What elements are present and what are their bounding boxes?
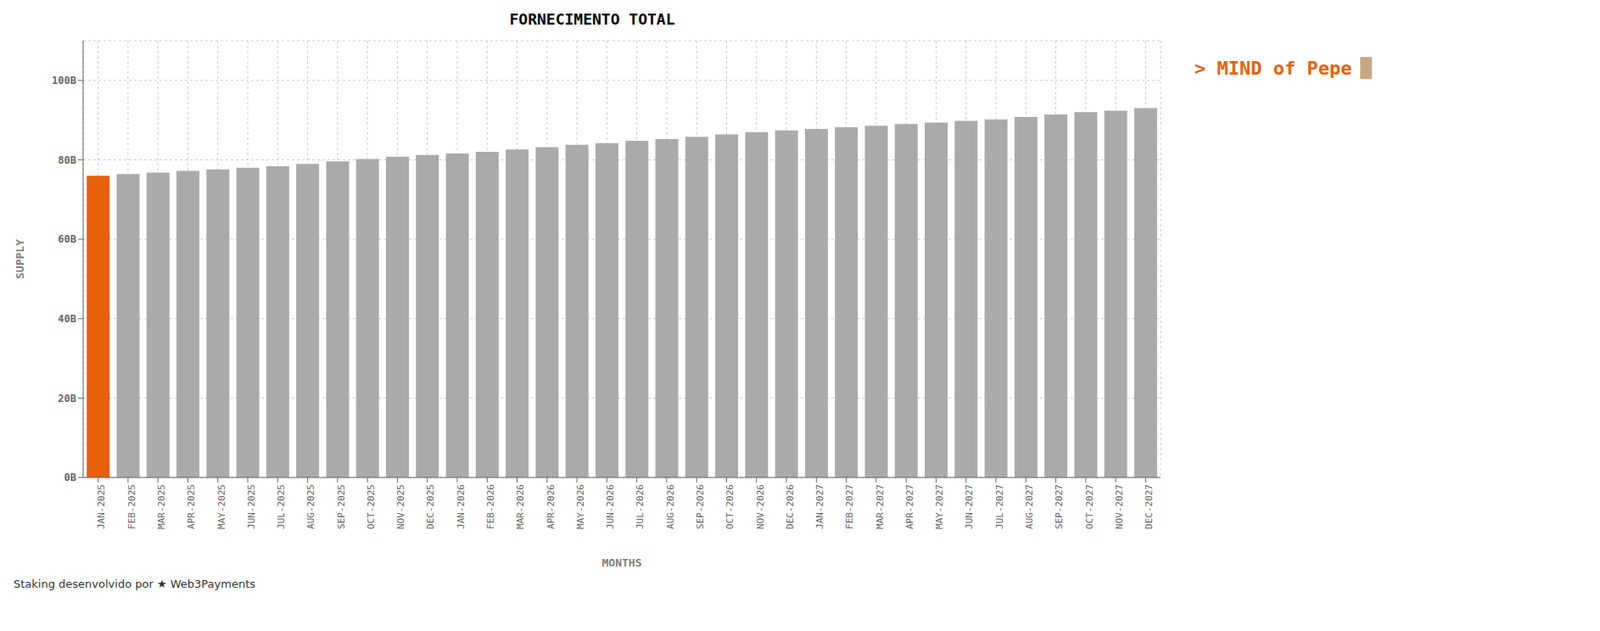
svg-text:JAN-2027: JAN-2027 (814, 484, 826, 530)
svg-text:SUPPLY: SUPPLY (13, 239, 27, 280)
svg-text:JUL-2027: JUL-2027 (994, 484, 1006, 530)
svg-text:FEB-2027: FEB-2027 (844, 484, 856, 530)
svg-text:OCT-2026: OCT-2026 (724, 484, 736, 530)
html-text:FORNECIMENTO TOTAL: FORNECIMENTO TOTAL (509, 10, 675, 28)
svg-text:MAY-2025: MAY-2025 (216, 484, 228, 530)
svg-text:100B: 100B (51, 74, 77, 87)
svg-text:NOV-2027: NOV-2027 (1113, 484, 1125, 530)
html-text:Staking desenvolvido por ★ Web: Staking desenvolvido por ★ Web3Payments (13, 577, 256, 591)
svg-text:DEC-2026: DEC-2026 (784, 484, 796, 530)
svg-text:SEP-2027: SEP-2027 (1053, 484, 1065, 530)
svg-text:JUN-2027: JUN-2027 (964, 484, 976, 530)
svg-text:OCT-2027: OCT-2027 (1084, 484, 1096, 530)
svg-text:NOV-2026: NOV-2026 (755, 484, 767, 530)
svg-text:DEC-2027: DEC-2027 (1143, 484, 1155, 530)
svg-text:APR-2026: APR-2026 (545, 484, 557, 530)
svg-text:40B: 40B (57, 313, 77, 325)
svg-text:APR-2027: APR-2027 (904, 484, 916, 530)
svg-text:APR-2025: APR-2025 (185, 484, 197, 530)
svg-text:JAN-2026: JAN-2026 (455, 484, 467, 530)
svg-text:60B: 60B (57, 233, 77, 246)
svg-text:MAR-2027: MAR-2027 (874, 484, 886, 530)
svg-text:SEP-2025: SEP-2025 (335, 484, 347, 530)
svg-text:MAR-2025: MAR-2025 (156, 484, 168, 530)
svg-text:JUL-2026: JUL-2026 (634, 484, 646, 530)
svg-text:0B: 0B (64, 471, 77, 484)
svg-text:MONTHS: MONTHS (602, 556, 643, 570)
svg-text:AUG-2025: AUG-2025 (305, 484, 317, 530)
svg-text:JUN-2026: JUN-2026 (604, 484, 616, 530)
svg-text:DEC-2025: DEC-2025 (425, 484, 437, 530)
svg-text:NOV-2025: NOV-2025 (395, 484, 407, 530)
svg-text:JUN-2025: JUN-2025 (246, 484, 258, 530)
svg-text:JUL-2025: JUL-2025 (275, 484, 287, 530)
svg-text:FEB-2025: FEB-2025 (126, 484, 138, 530)
html-text:> MIND of Pepe: > MIND of Pepe (1194, 57, 1352, 79)
svg-text:MAY-2027: MAY-2027 (934, 484, 946, 530)
svg-text:OCT-2025: OCT-2025 (365, 484, 377, 530)
svg-text:AUG-2026: AUG-2026 (665, 484, 677, 530)
svg-text:AUG-2027: AUG-2027 (1023, 484, 1035, 530)
svg-text:SEP-2026: SEP-2026 (694, 484, 706, 530)
svg-text:MAR-2026: MAR-2026 (514, 484, 526, 530)
svg-text:MAY-2026: MAY-2026 (575, 484, 587, 530)
svg-text:JAN-2025: JAN-2025 (95, 484, 107, 530)
svg-text:FEB-2026: FEB-2026 (485, 484, 497, 530)
svg-text:80B: 80B (57, 154, 77, 167)
svg-text:20B: 20B (57, 392, 77, 405)
